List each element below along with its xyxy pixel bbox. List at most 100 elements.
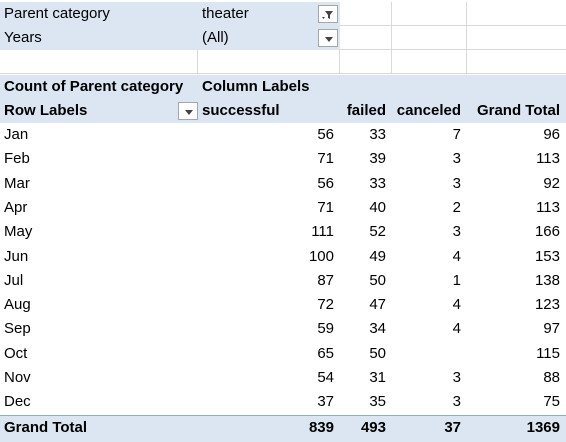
grand-total-label: Grand Total — [4, 419, 88, 436]
empty-cell — [392, 26, 467, 50]
cell-successful: 59 — [317, 320, 334, 337]
row-label: Jun — [4, 248, 29, 265]
cell-canceled: 4 — [452, 320, 461, 337]
cell-failed: 39 — [369, 150, 386, 167]
pivot-header-row-1: Count of Parent category Column Labels — [0, 75, 566, 99]
empty-cell — [198, 50, 340, 74]
table-row: Aug 72 47 4 123 — [0, 293, 566, 317]
cell-canceled: 3 — [452, 175, 461, 192]
cell-failed: 31 — [369, 369, 386, 386]
cell-failed: 50 — [369, 272, 386, 289]
filter-label-years: Years — [0, 26, 198, 50]
filter-value-years[interactable]: (All) — [198, 26, 340, 50]
column-labels-caption: Column Labels — [202, 78, 310, 95]
table-row: May 111 52 3 166 — [0, 220, 566, 244]
row-label: Feb — [4, 150, 30, 167]
cell-successful: 100 — [308, 248, 334, 265]
cell-failed: 40 — [369, 199, 386, 216]
blank-row — [0, 50, 566, 74]
cell-canceled: 4 — [452, 296, 461, 313]
row-label: Dec — [4, 393, 31, 410]
pivot-corner-label: Count of Parent category — [4, 78, 184, 95]
column-header-successful: successful — [202, 102, 280, 119]
empty-cell — [392, 2, 467, 26]
cell-failed: 33 — [369, 126, 386, 143]
grand-total-failed: 493 — [360, 419, 386, 436]
filter-row-years: Years (All) — [0, 26, 566, 50]
cell-grand-total: 96 — [543, 126, 560, 143]
cell-grand-total: 166 — [534, 223, 560, 240]
row-label: May — [4, 223, 33, 240]
filter-row-parent-category: Parent category theater — [0, 2, 566, 26]
cell-grand-total: 123 — [534, 296, 560, 313]
cell-grand-total: 138 — [534, 272, 560, 289]
table-row: Apr 71 40 2 113 — [0, 196, 566, 220]
cell-grand-total: 113 — [536, 199, 560, 216]
table-row: Jan 56 33 7 96 — [0, 123, 566, 147]
cell-canceled: 4 — [452, 248, 461, 265]
filter-label-parent-category: Parent category — [0, 2, 198, 26]
column-header-grand-total: Grand Total — [476, 102, 560, 119]
cell-canceled: 3 — [452, 369, 461, 386]
filter-value-parent-category[interactable]: theater — [198, 2, 340, 26]
empty-cell — [0, 50, 198, 74]
row-label: Jan — [4, 126, 29, 143]
cell-failed: 49 — [369, 248, 386, 265]
cell-successful: 56 — [317, 126, 334, 143]
cell-canceled — [392, 342, 467, 366]
cell-canceled: 3 — [452, 223, 461, 240]
table-row: Jun 100 49 4 153 — [0, 245, 566, 269]
table-row: Jul 87 50 1 138 — [0, 269, 566, 293]
empty-cell — [340, 2, 392, 26]
cell-successful: 65 — [317, 345, 334, 362]
grand-total-row: Grand Total 839 493 37 1369 — [0, 415, 566, 442]
cell-failed: 47 — [369, 296, 386, 313]
empty-cell — [467, 26, 566, 50]
cell-successful: 54 — [317, 369, 334, 386]
column-header-failed: failed — [346, 102, 386, 119]
row-label: Nov — [4, 369, 31, 386]
cell-failed: 34 — [369, 320, 386, 337]
cell-grand-total: 92 — [543, 175, 560, 192]
cell-successful: 71 — [317, 150, 334, 167]
cell-successful: 56 — [317, 175, 334, 192]
cell-canceled: 7 — [452, 126, 461, 143]
row-label: Jul — [4, 272, 24, 289]
chevron-down-icon[interactable] — [318, 29, 338, 47]
cell-grand-total: 113 — [536, 150, 560, 167]
cell-failed: 50 — [369, 345, 386, 362]
row-label: Sep — [4, 320, 31, 337]
row-labels-caption: Row Labels — [4, 102, 88, 119]
table-row: Sep 59 34 4 97 — [0, 317, 566, 341]
empty-cell — [467, 50, 566, 74]
cell-grand-total: 88 — [543, 369, 560, 386]
row-label: Aug — [4, 296, 31, 313]
cell-successful: 111 — [311, 223, 334, 240]
column-header-canceled: canceled — [396, 102, 461, 119]
cell-grand-total: 75 — [543, 393, 560, 410]
cell-failed: 52 — [369, 223, 386, 240]
empty-cell — [340, 50, 392, 74]
table-row: Feb 71 39 3 113 — [0, 147, 566, 171]
cell-failed: 33 — [369, 175, 386, 192]
empty-cell — [340, 26, 392, 50]
pivot-header-row-2: Row Labels successful failed canceled Gr… — [0, 99, 566, 123]
cell-grand-total: 97 — [543, 320, 560, 337]
empty-cell — [392, 50, 467, 74]
filter-applied-icon[interactable] — [318, 5, 338, 23]
cell-canceled: 3 — [452, 393, 461, 410]
cell-failed: 35 — [369, 393, 386, 410]
chevron-down-icon[interactable] — [178, 102, 198, 120]
table-row: Oct 65 50 115 — [0, 342, 566, 366]
cell-grand-total: 153 — [534, 248, 560, 265]
row-label: Oct — [4, 345, 28, 362]
cell-successful: 72 — [317, 296, 334, 313]
empty-cell — [467, 2, 566, 26]
cell-canceled: 1 — [452, 272, 461, 289]
grand-total-canceled: 37 — [444, 419, 461, 436]
grand-total-successful: 839 — [308, 419, 334, 436]
grand-total-grand-total: 1369 — [526, 419, 560, 436]
cell-canceled: 2 — [452, 199, 461, 216]
cell-successful: 71 — [317, 199, 334, 216]
